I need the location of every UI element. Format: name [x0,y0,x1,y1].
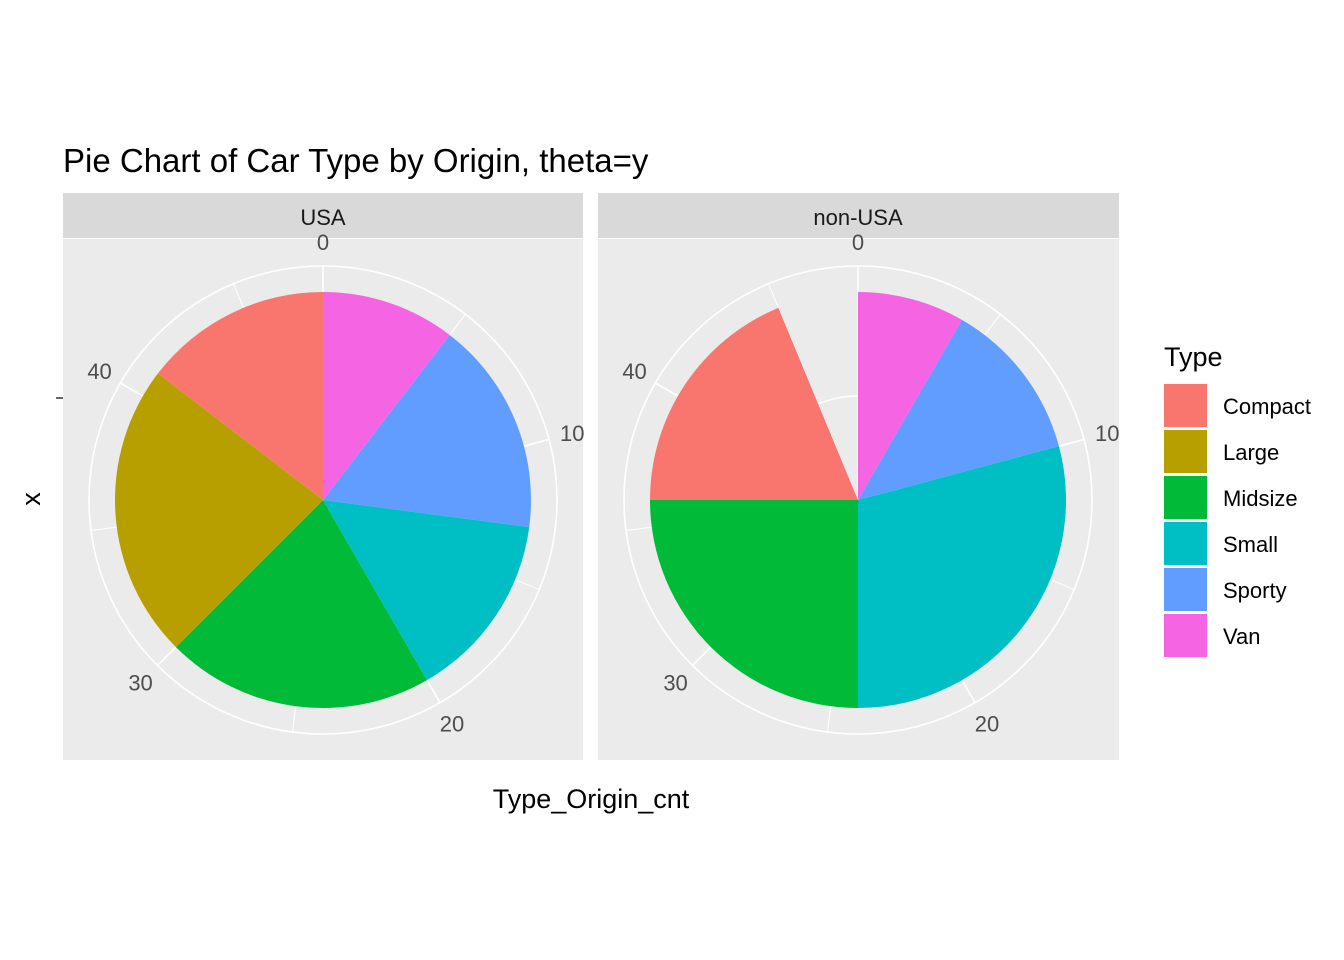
tick-layer: 0 10 20 30 40 [87,230,584,736]
strip-label-non-usa: non-USA [813,205,903,230]
slice-layer [114,292,531,708]
pie-slice-non-usa-van [858,292,962,500]
pie-slice-usa-compact [157,292,323,500]
legend-label-small: Small [1223,532,1278,557]
theta-tick-label: 30 [663,670,687,695]
pie-slice-non-usa-compact [650,307,858,500]
theta-tick-label: 0 [852,230,864,255]
theta-tick-label: 40 [622,359,646,384]
legend-key-small [1164,522,1207,565]
facet-panel-non-usa: non-USA 0 10 20 30 40 [598,193,1119,760]
y-axis-title: x [16,492,46,506]
x-axis-title: Type_Origin_cnt [493,784,690,814]
grid-spoke-minor [767,283,859,501]
pie-slice-usa-van [323,292,450,500]
legend-label-compact: Compact [1223,394,1311,419]
facet-panel-usa: USA 0 10 20 30 40 [63,193,584,760]
legend-key-midsize [1164,476,1207,519]
legend-label-midsize: Midsize [1223,486,1298,511]
legend-key-sporty [1164,568,1207,611]
theta-tick-label: 20 [975,711,999,736]
legend: Type Compact Large Midsize Small Sporty Van [1164,342,1311,657]
legend-label-van: Van [1223,624,1261,649]
theta-tick-label: 10 [1095,421,1119,446]
theta-tick-label: 0 [317,230,329,255]
tick-layer: 0 10 20 30 40 [622,230,1119,736]
strip-background [598,193,1119,238]
pie-slice-usa-midsize [175,500,427,708]
legend-key-compact [1164,384,1207,427]
theta-tick-label: 10 [560,421,584,446]
theta-tick-label: 30 [128,670,152,695]
pie-slice-non-usa-sporty [858,319,1059,500]
pie-slice-usa-large [114,373,323,648]
legend-key-large [1164,430,1207,473]
legend-title: Type [1164,342,1223,372]
strip-label-usa: USA [300,205,346,230]
chart-title: Pie Chart of Car Type by Origin, theta=y [63,142,649,179]
pie-slice-non-usa-small [858,446,1066,708]
theta-tick-label: 40 [87,359,111,384]
legend-label-large: Large [1223,440,1279,465]
pie-slice-usa-small [323,500,530,681]
legend-key-van [1164,614,1207,657]
pie-slice-non-usa-midsize [650,500,858,708]
slice-layer [650,292,1066,708]
legend-label-sporty: Sporty [1223,578,1287,603]
pie-slice-usa-sporty [323,334,531,528]
theta-tick-label: 20 [440,711,464,736]
strip-background [63,193,583,238]
